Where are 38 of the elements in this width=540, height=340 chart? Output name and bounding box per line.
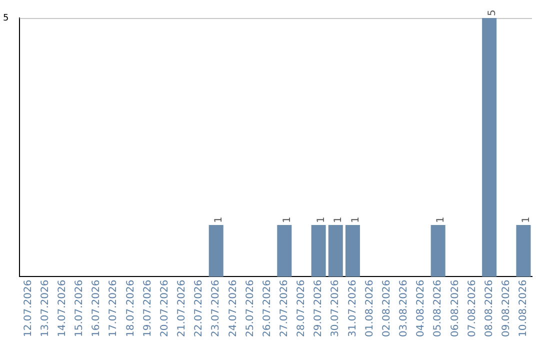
x-tick-label: 01.08.2026 [364, 280, 376, 338]
x-tick-label: 18.07.2026 [125, 280, 136, 338]
data-label: 1 [350, 216, 362, 223]
x-tick-label: 19.07.2026 [142, 280, 154, 338]
x-tick-label: 02.08.2026 [381, 280, 392, 338]
data-label: 1 [521, 216, 532, 223]
data-label: 1 [316, 216, 328, 223]
x-tick-label: 09.08.2026 [500, 280, 512, 338]
x-tick-label: 14.07.2026 [57, 280, 68, 338]
data-label: 1 [436, 216, 447, 223]
x-tick-label: 03.08.2026 [398, 280, 410, 338]
x-tick-label: 16.07.2026 [91, 280, 102, 338]
data-label: 5 [486, 10, 498, 16]
x-tick-label: 26.07.2026 [262, 280, 273, 338]
x-tick-label: 07.08.2026 [466, 280, 478, 338]
x-tick-label: 12.07.2026 [22, 280, 34, 338]
x-tick-label: 21.07.2026 [176, 280, 188, 338]
x-tick-label: 13.07.2026 [40, 280, 51, 338]
x-tick-label: 08.08.2026 [484, 280, 495, 338]
x-tick-label: 22.07.2026 [194, 280, 205, 338]
x-tick-label: 28.07.2026 [296, 280, 308, 338]
x-tick-label: 15.07.2026 [74, 280, 86, 338]
x-tick-label: 05.08.2026 [432, 280, 444, 338]
x-tick-label: 31.07.2026 [347, 280, 358, 338]
x-tick-label: 30.07.2026 [330, 280, 342, 338]
data-label: 1 [333, 216, 344, 223]
x-tick-label: 17.07.2026 [108, 280, 120, 338]
x-tick-label: 25.07.2026 [244, 280, 256, 338]
data-label: 1 [214, 216, 225, 223]
x-tick-label: 06.08.2026 [450, 280, 461, 338]
x-tick-label: 20.07.2026 [159, 280, 170, 338]
x-tick-label: 10.08.2026 [518, 280, 530, 338]
x-tick-label: 24.07.2026 [228, 280, 239, 338]
x-tick-label: 29.07.2026 [313, 280, 324, 338]
x-tick-label: 04.08.2026 [416, 280, 427, 338]
x-tick-label: 23.07.2026 [210, 280, 222, 338]
x-tick-label: 27.07.2026 [278, 280, 290, 338]
data-label: 1 [282, 216, 293, 223]
